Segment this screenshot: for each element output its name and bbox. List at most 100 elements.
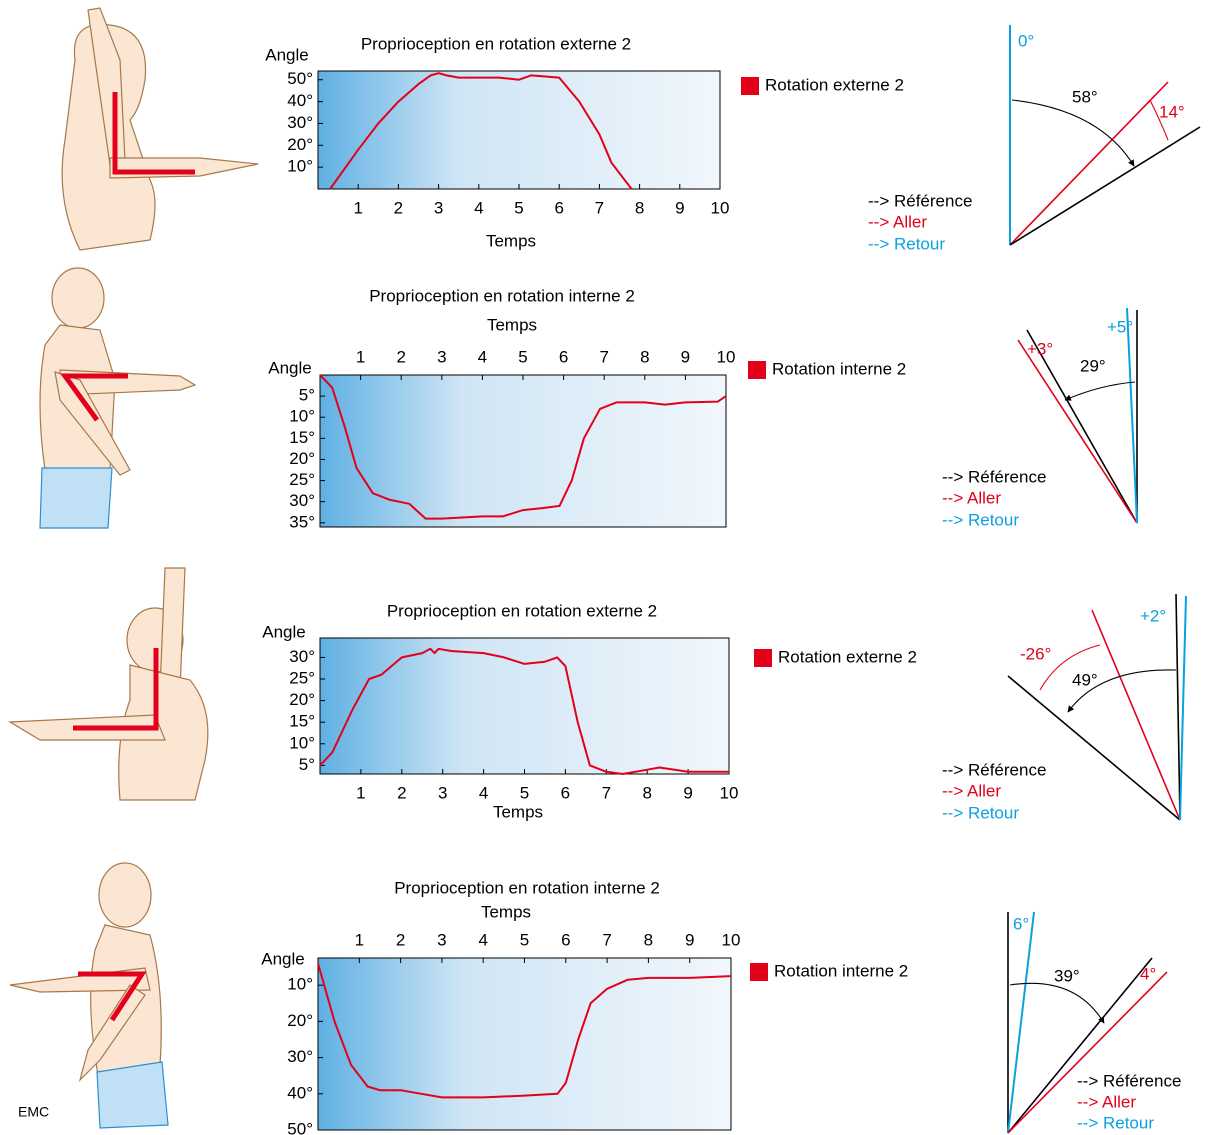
- x-tick-label: 7: [602, 930, 611, 949]
- angle-label: 49°: [1072, 670, 1098, 689]
- y-tick-label: 30°: [287, 113, 313, 132]
- legend-item: --> Référence: [1077, 1071, 1181, 1090]
- y-tick-label: 35°: [289, 512, 315, 531]
- y-tick-label: 25°: [289, 470, 315, 489]
- x-tick-label: 2: [394, 198, 403, 217]
- plot-area: [320, 638, 729, 774]
- x-tick-label: 4: [478, 930, 487, 949]
- legend-label: Rotation externe 2: [778, 647, 917, 666]
- x-tick-label: 5: [514, 198, 523, 217]
- x-tick-label: 2: [396, 347, 405, 366]
- angle-label: +5°: [1107, 317, 1133, 336]
- x-tick-label: 8: [642, 783, 651, 802]
- angle-label: 14°: [1159, 102, 1185, 121]
- angle-diagram-4: 6° 39° 4° --> Référence --> Aller --> Re…: [1008, 912, 1181, 1133]
- legend-item: --> Référence: [942, 467, 1046, 486]
- x-tick-label: 7: [602, 783, 611, 802]
- figure: EMC 0° 58° 14° --> Référence --> Aller -…: [0, 0, 1212, 1135]
- y-tick-label: 15°: [289, 428, 315, 447]
- legend-item: --> Aller: [942, 781, 1001, 800]
- x-axis-label: Temps: [487, 315, 537, 334]
- y-tick-label: 20°: [287, 135, 313, 154]
- logo: EMC: [18, 1104, 49, 1120]
- x-tick-label: 4: [474, 198, 483, 217]
- y-tick-label: 5°: [299, 755, 315, 774]
- x-tick-label: 10: [711, 198, 730, 217]
- x-tick-label: 3: [437, 930, 446, 949]
- angle-label: +3°: [1027, 339, 1053, 358]
- legend-label: Rotation interne 2: [772, 359, 906, 378]
- x-tick-label: 6: [559, 347, 568, 366]
- x-tick-label: 4: [479, 783, 488, 802]
- y-tick-label: 30°: [287, 1047, 313, 1066]
- y-axis-label: Angle: [262, 622, 305, 641]
- x-tick-label: 6: [561, 783, 570, 802]
- x-axis-label: Temps: [486, 231, 536, 250]
- y-axis-label: Angle: [261, 949, 304, 968]
- plot-area: [318, 71, 720, 189]
- y-tick-label: 30°: [289, 491, 315, 510]
- x-tick-label: 10: [720, 783, 739, 802]
- y-tick-label: 40°: [287, 1083, 313, 1102]
- figure-4: [10, 863, 168, 1128]
- plot-area: [318, 958, 731, 1130]
- x-tick-label: 1: [353, 198, 362, 217]
- legend-swatch: [750, 963, 768, 981]
- angle-diagram-1: 0° 58° 14° --> Référence --> Aller --> R…: [868, 25, 1200, 253]
- x-tick-label: 5: [520, 783, 529, 802]
- legend-item: --> Retour: [942, 803, 1019, 822]
- y-tick-label: 20°: [289, 449, 315, 468]
- y-tick-label: 10°: [289, 407, 315, 426]
- x-tick-label: 1: [356, 347, 365, 366]
- x-tick-label: 1: [355, 930, 364, 949]
- y-axis-label: Angle: [268, 358, 311, 377]
- x-tick-label: 8: [644, 930, 653, 949]
- y-tick-label: 20°: [289, 690, 315, 709]
- chart-title: Proprioception en rotation interne 2: [394, 878, 660, 897]
- angle-label: 0°: [1018, 31, 1034, 50]
- y-tick-label: 30°: [289, 647, 315, 666]
- x-tick-label: 10: [717, 347, 736, 366]
- y-tick-label: 5°: [299, 386, 315, 405]
- chart-title: Proprioception en rotation externe 2: [361, 34, 631, 53]
- figure-3: [10, 568, 208, 800]
- angle-diagram-3: -26° 49° +2° --> Référence --> Aller -->…: [942, 594, 1186, 822]
- x-tick-label: 9: [675, 198, 684, 217]
- legend-label: Rotation interne 2: [774, 961, 908, 980]
- x-tick-label: 8: [635, 198, 644, 217]
- plot-area: [320, 375, 726, 527]
- x-tick-label: 7: [599, 347, 608, 366]
- legend-swatch: [748, 361, 766, 379]
- x-tick-label: 8: [640, 347, 649, 366]
- x-tick-label: 3: [437, 347, 446, 366]
- x-tick-label: 5: [518, 347, 527, 366]
- y-tick-label: 50°: [287, 1119, 313, 1135]
- legend-swatch: [754, 649, 772, 667]
- angle-label: 58°: [1072, 87, 1098, 106]
- angle-label: +2°: [1140, 606, 1166, 625]
- angle-label: -26°: [1020, 644, 1051, 663]
- x-tick-label: 9: [683, 783, 692, 802]
- x-tick-label: 5: [520, 930, 529, 949]
- x-tick-label: 7: [595, 198, 604, 217]
- x-tick-label: 4: [478, 347, 487, 366]
- x-tick-label: 10: [722, 930, 741, 949]
- y-tick-label: 10°: [287, 975, 313, 994]
- angle-label: 29°: [1080, 356, 1106, 375]
- figure-2: [40, 268, 195, 528]
- x-tick-label: 9: [681, 347, 690, 366]
- x-tick-label: 1: [356, 783, 365, 802]
- legend-item: --> Aller: [942, 488, 1001, 507]
- legend-swatch: [741, 77, 759, 95]
- legend-item: --> Retour: [942, 510, 1019, 529]
- x-tick-label: 6: [554, 198, 563, 217]
- x-tick-label: 2: [397, 783, 406, 802]
- chart-title: Proprioception en rotation interne 2: [369, 286, 635, 305]
- legend-item: --> Référence: [868, 191, 972, 210]
- x-tick-label: 6: [561, 930, 570, 949]
- legend-item: --> Référence: [942, 760, 1046, 779]
- x-tick-label: 3: [434, 198, 443, 217]
- angle-label: 39°: [1054, 966, 1080, 985]
- x-tick-label: 2: [396, 930, 405, 949]
- y-tick-label: 40°: [287, 91, 313, 110]
